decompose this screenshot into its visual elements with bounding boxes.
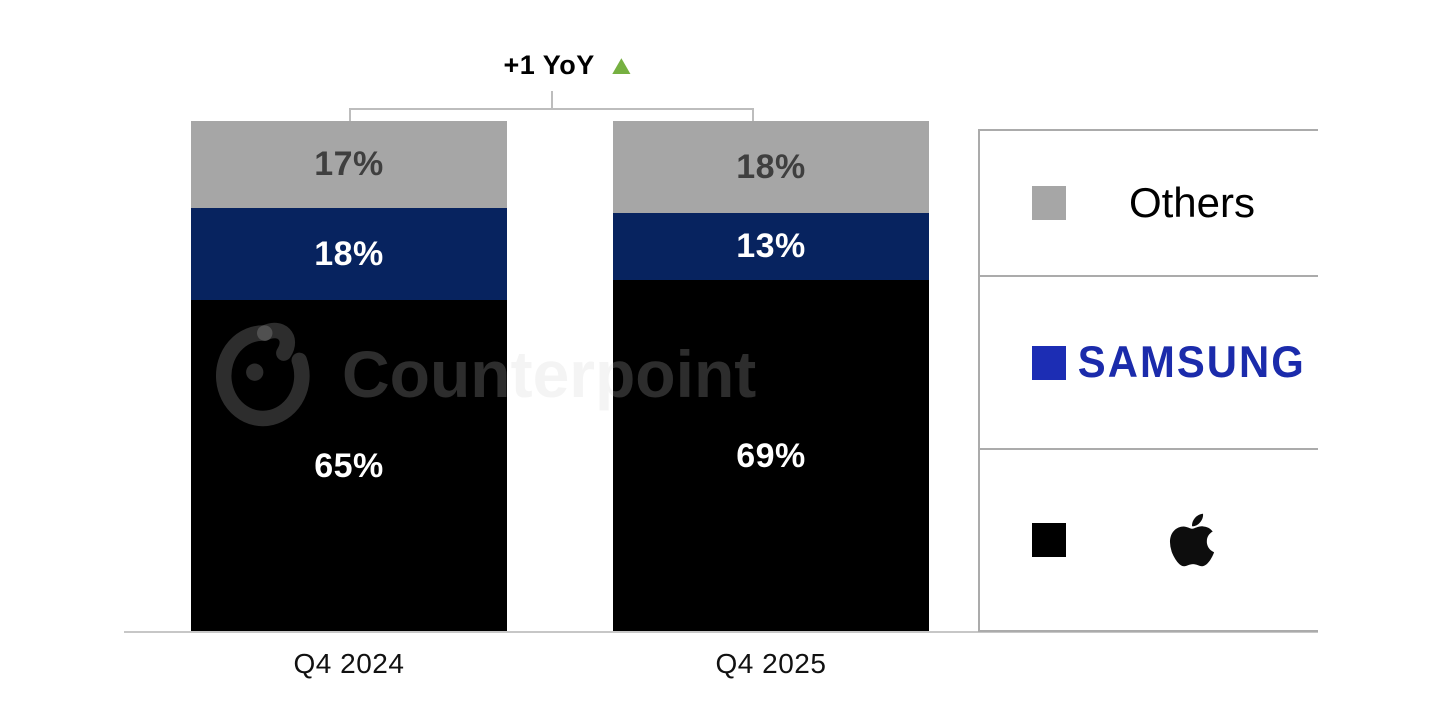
- segment-value-label: 13%: [736, 226, 806, 265]
- segment-value-label: 18%: [736, 147, 806, 186]
- legend-item-apple: [980, 448, 1318, 630]
- x-axis-label-q4-2025: Q4 2025: [715, 648, 827, 679]
- stacked-bar-q4-2025: 18% 13% 69%: [613, 121, 929, 633]
- segment-apple-q4-2024: 65%: [191, 300, 507, 633]
- apple-swatch: [1032, 523, 1066, 557]
- x-axis-label-q4-2024: Q4 2024: [293, 648, 405, 679]
- others-label: Others: [1128, 179, 1256, 226]
- samsung-swatch: [1032, 345, 1066, 380]
- segment-value-label: 17%: [314, 145, 384, 184]
- apple-logo-icon: [1169, 513, 1215, 567]
- segment-value-label: 69%: [736, 436, 806, 475]
- bracket-left-drop: [349, 108, 351, 122]
- bracket-horizontal: [349, 108, 754, 110]
- up-triangle-icon: ▲: [605, 49, 637, 80]
- samsung-wordmark: SAMSUNG: [1077, 337, 1307, 387]
- segment-samsung-q4-2024: 18%: [191, 208, 507, 301]
- stacked-bar-q4-2024: 17% 18% 65%: [191, 121, 507, 633]
- bracket-right-drop: [752, 108, 754, 122]
- segment-value-label: 18%: [314, 234, 384, 273]
- legend-item-others: Others: [980, 131, 1318, 275]
- bracket-stem: [551, 91, 553, 109]
- legend-item-samsung: SAMSUNG: [980, 275, 1318, 448]
- segment-others-q4-2025: 18%: [613, 121, 929, 214]
- segment-samsung-q4-2025: 13%: [613, 213, 929, 280]
- segment-others-q4-2024: 17%: [191, 121, 507, 209]
- x-axis-line: [124, 631, 1318, 633]
- yoy-label: +1 YoY: [503, 49, 595, 80]
- others-swatch: [1032, 186, 1066, 220]
- legend-box: Others SAMSUNG: [978, 129, 1318, 632]
- segment-apple-q4-2025: 69%: [613, 279, 929, 633]
- segment-value-label: 65%: [314, 447, 384, 486]
- yoy-annotation: +1 YoY ▲: [444, 48, 694, 82]
